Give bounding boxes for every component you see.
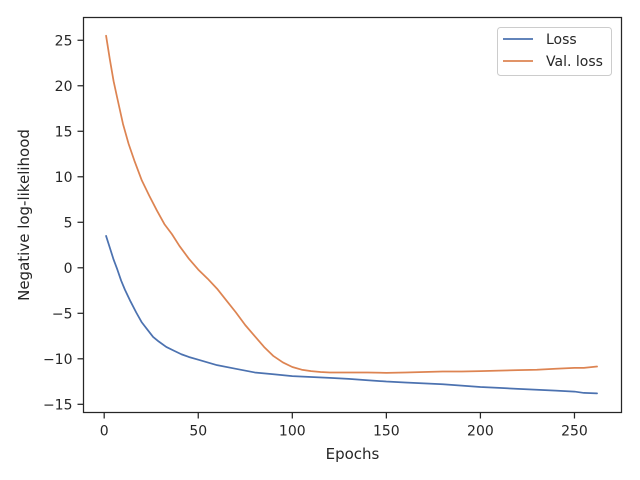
x-tick-label: 50 <box>189 424 207 440</box>
y-tick-label: −15 <box>43 397 73 413</box>
y-tick-label: 25 <box>55 33 73 49</box>
plot-frame <box>82 16 623 414</box>
x-tick-label: 0 <box>100 424 109 440</box>
x-axis-label: Epochs <box>326 445 380 463</box>
y-tick-label: −5 <box>52 306 73 322</box>
y-tick-label: 5 <box>64 215 73 231</box>
series-line-val-loss <box>105 34 598 374</box>
legend-label-loss: Loss <box>546 32 577 48</box>
y-axis: −15 −10 −5 0 5 10 15 20 25 <box>43 33 84 413</box>
y-axis-label: Negative log-likelihood <box>15 129 33 301</box>
x-axis: 0 50 100 150 200 250 <box>100 412 588 440</box>
y-tick-label: 10 <box>55 170 73 186</box>
y-tick-label: 15 <box>55 124 73 140</box>
x-tick-label: 200 <box>467 424 494 440</box>
series-line-loss <box>105 235 598 395</box>
y-tick-label: −10 <box>43 352 73 368</box>
x-tick-label: 100 <box>279 424 306 440</box>
legend: Loss Val. loss <box>497 27 612 76</box>
x-tick-label: 250 <box>561 424 588 440</box>
legend-label-val-loss: Val. loss <box>546 54 603 70</box>
y-tick-label: 0 <box>64 261 73 277</box>
x-tick-label: 150 <box>373 424 400 440</box>
y-tick-label: 20 <box>55 79 73 95</box>
